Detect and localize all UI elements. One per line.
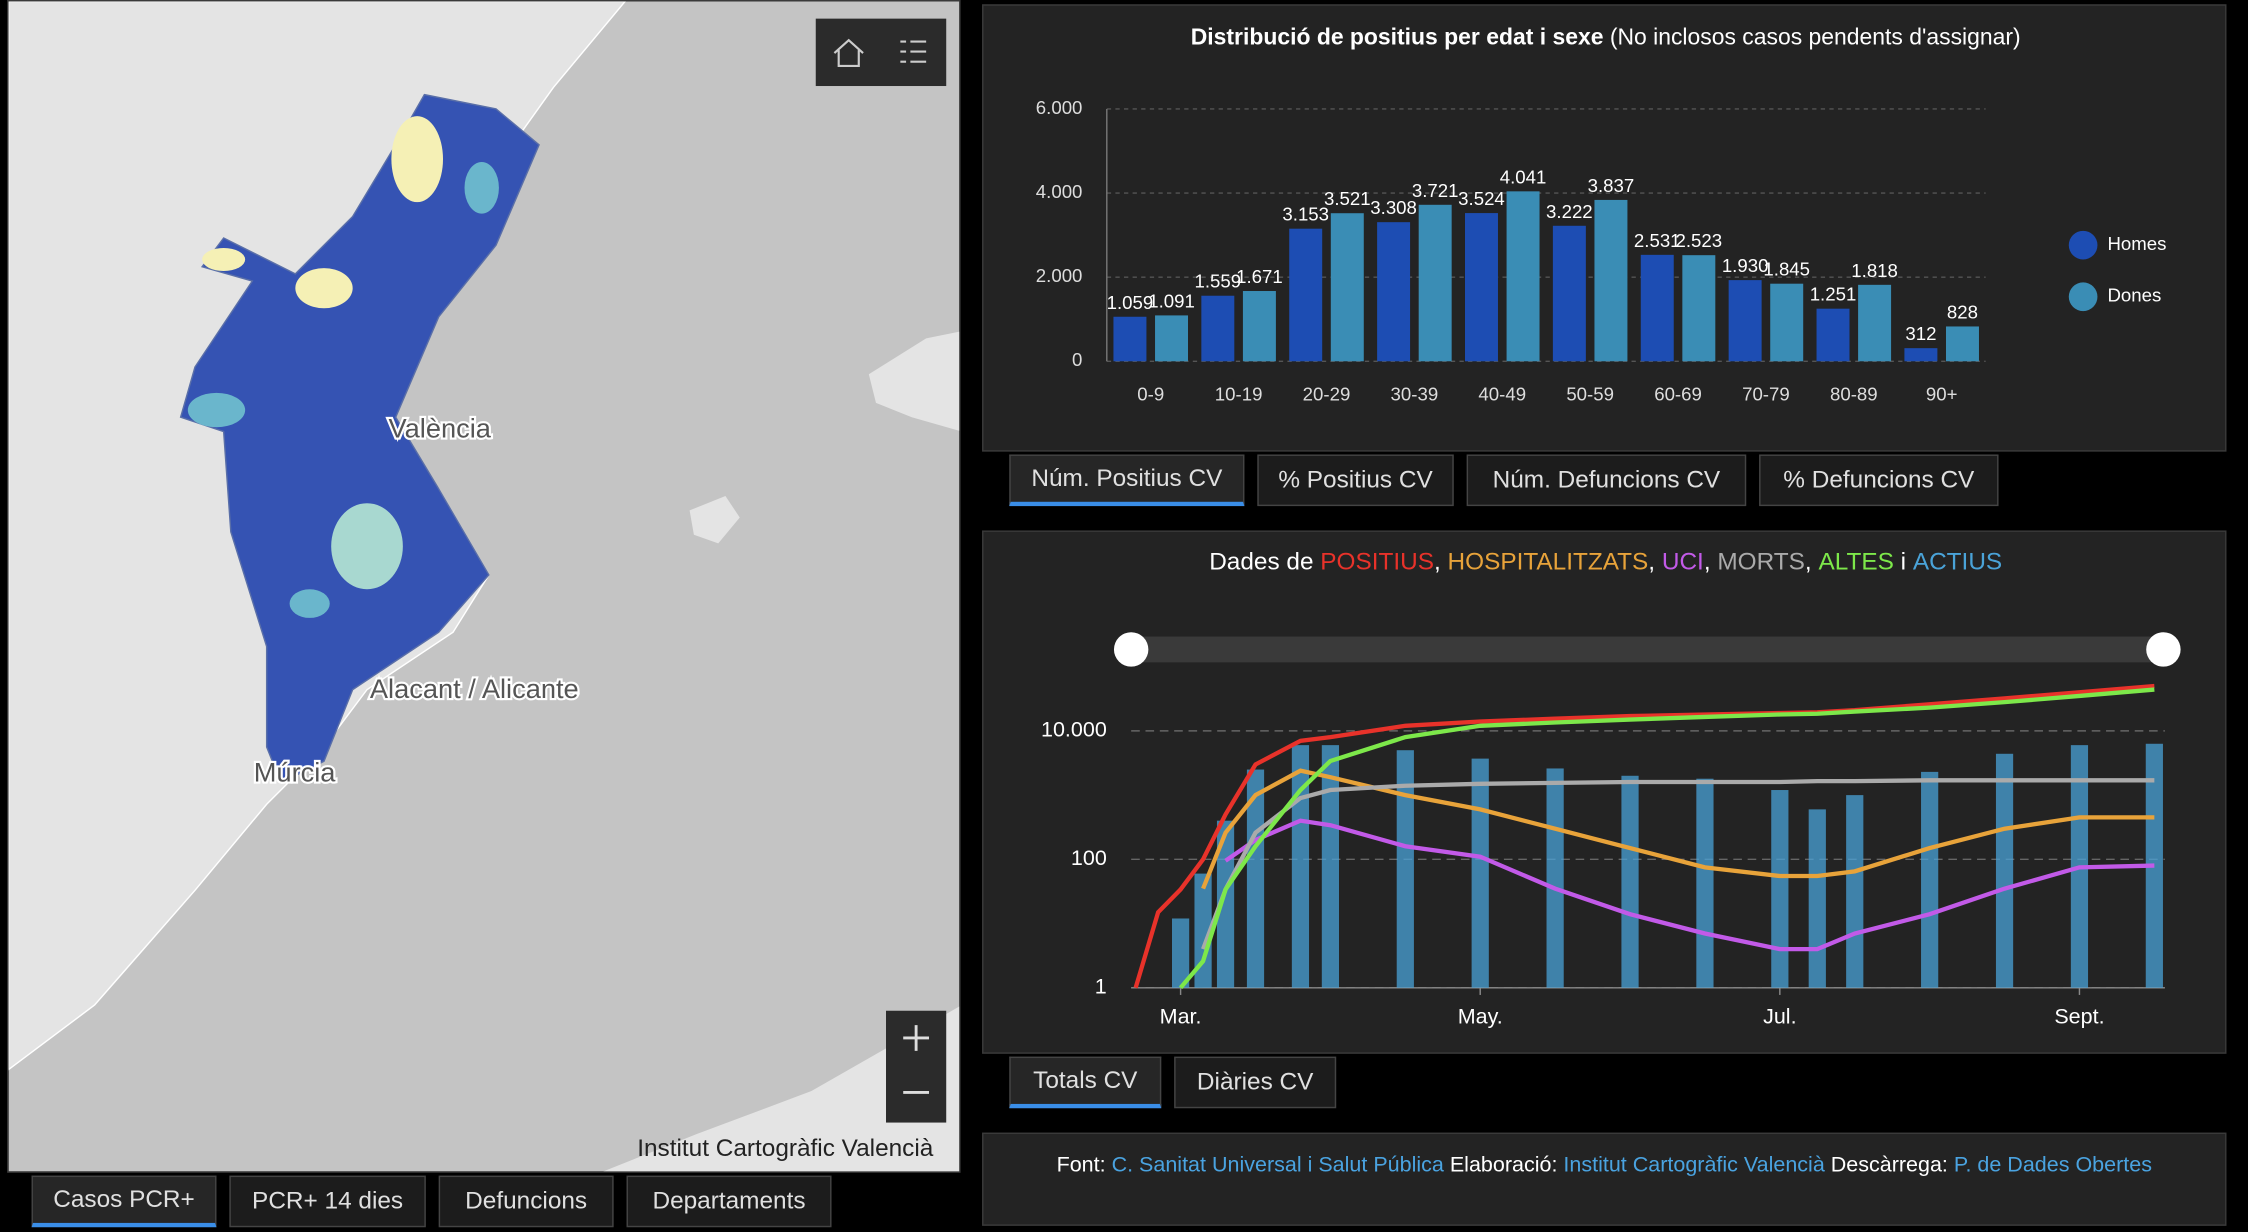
- area: [187, 392, 246, 428]
- area: [391, 116, 444, 203]
- footer-link[interactable]: C. Sanitat Universal i Salut Pública: [1111, 1152, 1444, 1178]
- region: [179, 93, 540, 784]
- map-panel: València Alacant / Alicante Múrcia Insti…: [7, 0, 961, 1173]
- footer: Font: C. Sanitat Universal i Salut Públi…: [982, 1132, 2227, 1226]
- footer-label: Elaboració:: [1449, 1152, 1558, 1178]
- tab[interactable]: Diàries CV: [1174, 1056, 1337, 1109]
- area: [331, 503, 403, 590]
- tab[interactable]: Defuncions: [438, 1175, 614, 1228]
- tab[interactable]: % Positius CV: [1257, 454, 1454, 507]
- area: [289, 589, 330, 618]
- land: [603, 1006, 960, 1172]
- tab[interactable]: Casos PCR+: [31, 1175, 217, 1228]
- place-label: Múrcia: [254, 756, 337, 787]
- footer-label: Font:: [1056, 1152, 1106, 1178]
- island: [689, 496, 740, 544]
- area: [464, 162, 499, 214]
- zoom-in[interactable]: [903, 1025, 930, 1051]
- tab[interactable]: PCR+ 14 dies: [229, 1175, 426, 1228]
- map: València Alacant / Alicante Múrcia Insti…: [8, 1, 960, 1172]
- attribution: Institut Cartogràfic Valencià: [637, 1135, 934, 1162]
- area: [295, 268, 353, 309]
- tab[interactable]: Departaments: [626, 1175, 832, 1228]
- tab[interactable]: Totals CV: [1009, 1056, 1162, 1109]
- area: [202, 248, 246, 271]
- layers-button[interactable]: [900, 40, 927, 63]
- tab[interactable]: % Defuncions CV: [1759, 454, 1999, 507]
- place-label: València: [389, 412, 492, 443]
- tab[interactable]: Núm. Defuncions CV: [1466, 454, 1747, 507]
- footer-link[interactable]: Institut Cartogràfic Valencià: [1563, 1152, 1825, 1178]
- island: [868, 331, 960, 431]
- home-button[interactable]: [833, 38, 864, 68]
- footer-label: Descàrrega:: [1830, 1152, 1948, 1178]
- age-chart-panel: [982, 4, 2227, 452]
- tab[interactable]: Núm. Positius CV: [1009, 454, 1245, 507]
- place-label: Alacant / Alicante: [370, 673, 579, 704]
- time-chart-panel: [982, 530, 2227, 1054]
- footer-link[interactable]: P. de Dades Obertes: [1953, 1152, 2152, 1178]
